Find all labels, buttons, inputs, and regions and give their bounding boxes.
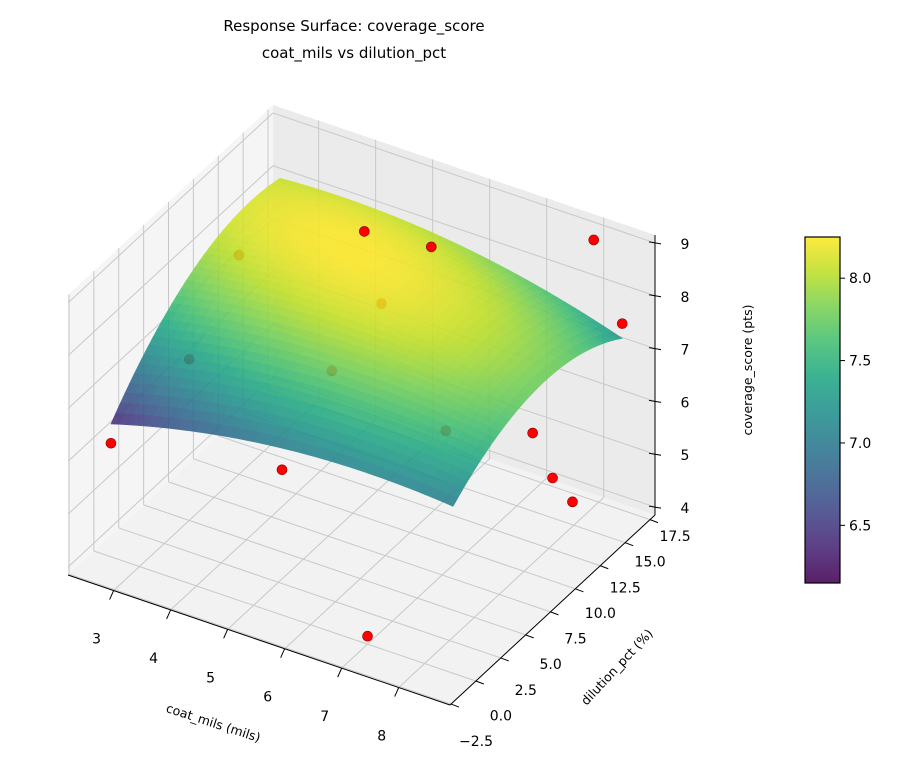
data-point <box>359 226 370 237</box>
z-tick <box>648 505 662 509</box>
data-point <box>567 496 578 508</box>
z-tick <box>648 452 662 456</box>
colorbar-tick-label: 7.0 <box>849 436 871 452</box>
x-tick <box>337 667 343 678</box>
y-gridline <box>218 435 601 567</box>
z-tick-label: 7 <box>681 343 690 359</box>
y-axis-label: dilution_pct (%) <box>578 626 656 708</box>
axes <box>67 235 662 708</box>
x-gridline <box>398 497 605 688</box>
x-axis-label: coat_mils (mils) <box>164 700 262 745</box>
z-tick-label: 8 <box>681 290 690 306</box>
x-tick <box>280 648 286 658</box>
data-point <box>527 427 538 439</box>
data-point <box>616 318 628 329</box>
x-gridline <box>341 477 548 669</box>
y-tick <box>500 657 509 662</box>
z-tick-label: 4 <box>681 501 690 517</box>
z-gridline <box>272 112 656 244</box>
z-gridline <box>272 165 656 297</box>
y-tick-label: 12.5 <box>610 580 641 596</box>
data-point <box>105 437 117 449</box>
y-tick-label: 10.0 <box>585 606 616 622</box>
x-axis-line <box>67 574 451 706</box>
x-tick-label: 3 <box>92 632 101 648</box>
y-tick-label: 5.0 <box>539 657 561 673</box>
z-tick-label: 6 <box>681 395 690 411</box>
colorbar-bar <box>804 236 841 584</box>
z-gridline <box>67 112 274 304</box>
chart-subtitle: coat_mils vs dilution_pct <box>262 44 446 63</box>
x-tick-label: 8 <box>377 729 386 745</box>
z-tick-label: 5 <box>681 448 690 464</box>
data-point <box>362 630 373 642</box>
colorbar: 6.5 7.0 7.5 8.0 <box>804 236 871 584</box>
data-point <box>276 464 288 476</box>
y-tick <box>649 519 659 524</box>
x-tick <box>166 609 172 620</box>
y-tick-label: 15.0 <box>635 555 666 571</box>
z-tick <box>648 399 662 403</box>
data-point <box>425 241 437 253</box>
y-gridline <box>93 550 477 682</box>
z-tick-label: 9 <box>681 237 690 253</box>
data-point <box>588 234 600 246</box>
x-tick <box>223 629 229 639</box>
y-gridline <box>118 527 501 659</box>
y-tick-label: 2.5 <box>515 683 537 699</box>
response-surface <box>110 177 624 507</box>
x-tick-label: 6 <box>263 690 272 706</box>
y-tick-label: 0.0 <box>490 708 512 724</box>
tick-labels: 3 4 5 6 7 8 −2.5 0.02.55.07.5 10.0 12.5 15.0 17.5 4 5… <box>92 237 690 750</box>
z-tick <box>648 241 662 245</box>
points-front <box>359 226 628 329</box>
y-tick <box>624 542 634 547</box>
x-tick-label: 4 <box>149 651 158 667</box>
y-gridline <box>68 573 452 705</box>
surface-patch <box>443 493 459 507</box>
y-tick <box>525 634 534 639</box>
y-tick <box>600 565 609 570</box>
y-axis-line <box>449 514 656 706</box>
x-tick-label: 5 <box>206 670 215 686</box>
y-tick-label: −2.5 <box>459 734 493 750</box>
colorbar-tick-label: 8.0 <box>849 271 871 287</box>
z-gridline <box>67 165 274 357</box>
data-point <box>547 472 558 484</box>
z-axis-label: coverage_score (pts) <box>740 305 755 436</box>
colorbar-tick-label: 6.5 <box>849 518 871 534</box>
y-gridline <box>143 504 526 636</box>
chart-title: Response Surface: coverage_score <box>223 17 484 36</box>
y-tick-label: 17.5 <box>659 529 690 545</box>
y-gridline <box>168 481 551 613</box>
z-tick <box>648 347 662 351</box>
z-tick <box>648 294 662 298</box>
y-gridline <box>193 458 576 590</box>
floor-pane <box>68 385 655 705</box>
x-tick <box>394 687 400 697</box>
x-tick-label: 7 <box>320 709 329 725</box>
x-tick <box>109 590 115 600</box>
y-tick <box>450 703 460 708</box>
y-tick <box>550 611 559 616</box>
colorbar-tick-label: 7.5 <box>849 354 871 370</box>
y-tick <box>575 588 584 593</box>
y-tick-label: 7.5 <box>564 632 586 648</box>
y-tick <box>475 680 485 685</box>
